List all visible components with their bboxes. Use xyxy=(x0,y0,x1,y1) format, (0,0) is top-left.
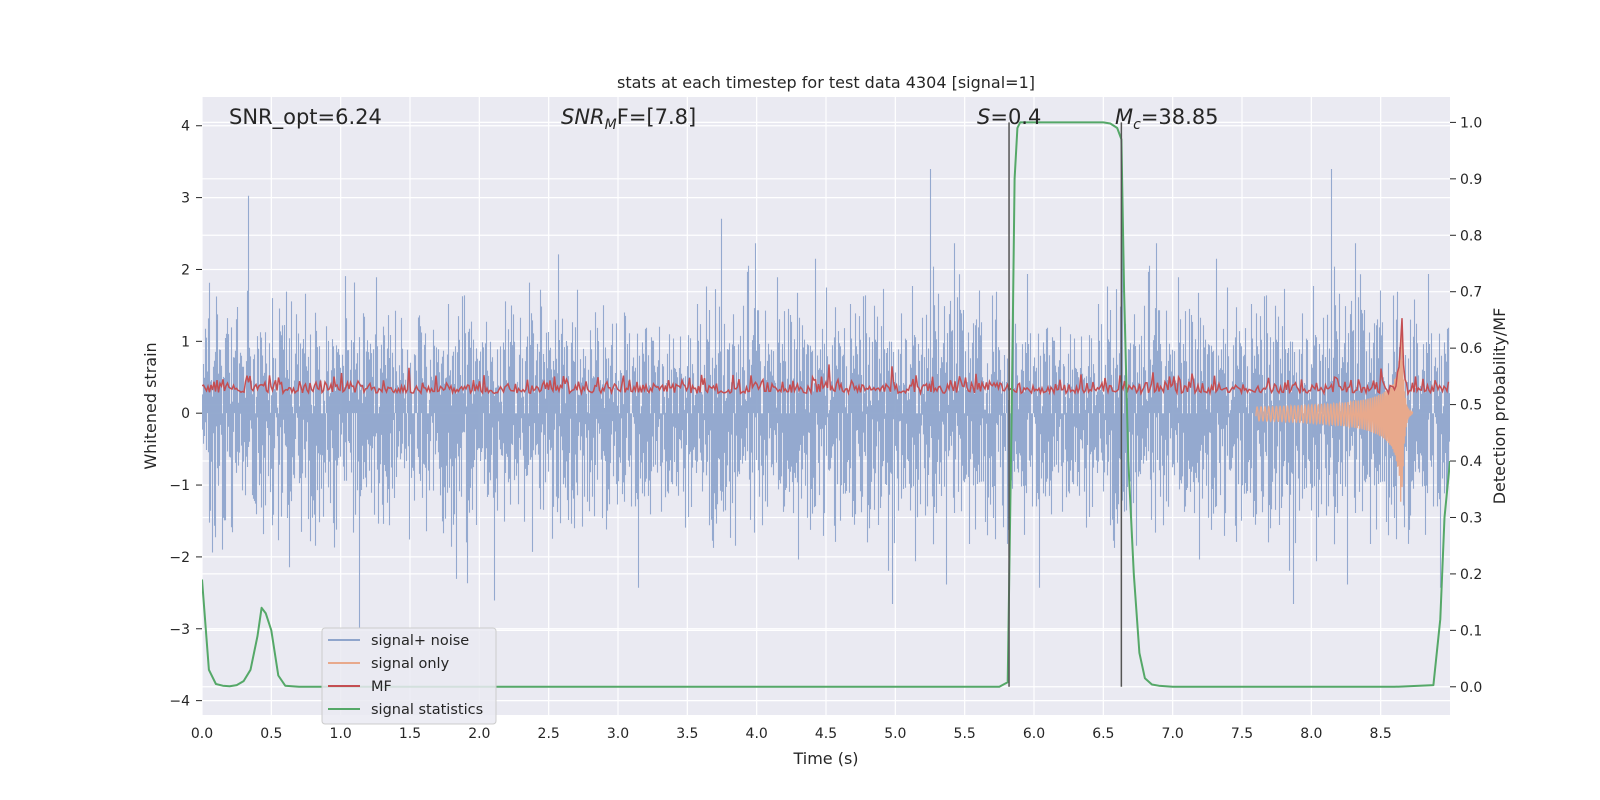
legend-label-signal-only: signal only xyxy=(371,656,450,672)
y-tick-label: 1 xyxy=(181,334,190,350)
x-tick-label: 4.0 xyxy=(746,726,768,742)
annotation-snr-mf: SNRMF=[7.8] xyxy=(561,105,696,133)
chart-title: stats at each timestep for test data 430… xyxy=(617,73,1035,92)
x-tick-label: 3.0 xyxy=(607,726,629,742)
x-tick-label: 5.5 xyxy=(954,726,976,742)
x-tick-label: 6.0 xyxy=(1023,726,1045,742)
y-tick-label: 0 xyxy=(181,406,190,422)
y-tick-label: 2 xyxy=(181,262,190,278)
legend-label-mf: MF xyxy=(371,679,392,695)
x-tick-label: 7.0 xyxy=(1162,726,1184,742)
y2-tick-label: 0.1 xyxy=(1460,623,1482,639)
annotation-mc: Mc=38.85 xyxy=(1115,105,1219,133)
y-tick-label: −4 xyxy=(169,694,190,710)
series-layer xyxy=(202,121,1450,688)
series-signal-only xyxy=(1255,329,1414,502)
y2-tick-label: 0.7 xyxy=(1460,285,1482,301)
y-tick-label: −3 xyxy=(169,622,190,638)
x-tick-label: 1.5 xyxy=(399,726,421,742)
y-tick-label: 4 xyxy=(181,119,190,135)
x-tick-label: 8.0 xyxy=(1300,726,1322,742)
y-axis-label: Whitened strain xyxy=(141,342,160,469)
y2-tick-label: 0.0 xyxy=(1460,680,1482,696)
y2-tick-label: 1.0 xyxy=(1460,115,1482,131)
x-tick-label: 0.5 xyxy=(260,726,282,742)
y2-tick-label: 0.2 xyxy=(1460,567,1482,583)
y2-tick-label: 0.8 xyxy=(1460,228,1482,244)
x-tick-label: 3.5 xyxy=(676,726,698,742)
y2-axis-label: Detection probability/MF xyxy=(1490,308,1509,505)
x-tick-label: 2.5 xyxy=(538,726,560,742)
x-tick-label: 5.0 xyxy=(884,726,906,742)
legend-label-signal-noise: signal+ noise xyxy=(371,633,469,649)
x-tick-label: 8.5 xyxy=(1370,726,1392,742)
y-tick-label: −2 xyxy=(169,550,190,566)
y2-tick-label: 0.4 xyxy=(1460,454,1482,470)
series-signal-noise xyxy=(202,169,1450,628)
x-tick-label: 7.5 xyxy=(1231,726,1253,742)
legend-box xyxy=(321,627,497,725)
y2-tick-label: 0.5 xyxy=(1460,398,1482,414)
x-tick-label: 4.5 xyxy=(815,726,837,742)
annotation-s: S=0.4 xyxy=(977,105,1041,129)
legend: signal+ noise signal only MF signal stat… xyxy=(321,627,497,725)
x-axis-label: Time (s) xyxy=(792,749,858,768)
ticks: 0.0 0.5 1.0 1.5 2.0 2.5 3.0 3.5 4.0 4.5 5.0 5.5 6.0 6… xyxy=(169,115,1482,742)
y2-tick-label: 0.6 xyxy=(1460,341,1482,357)
y2-tick-label: 0.3 xyxy=(1460,510,1482,526)
x-tick-label: 0.0 xyxy=(191,726,213,742)
vertical-markers xyxy=(1008,122,1123,687)
series-signal-statistics xyxy=(202,121,1450,688)
y2-tick-label: 0.9 xyxy=(1460,172,1482,188)
annotation-snr-opt: SNR_opt=6.24 xyxy=(229,105,382,130)
legend-label-signal-statistics: signal statistics xyxy=(371,702,483,718)
series-mf xyxy=(202,318,1450,397)
y-tick-label: −1 xyxy=(169,478,190,494)
x-tick-label: 6.5 xyxy=(1092,726,1114,742)
y-tick-label: 3 xyxy=(181,191,190,207)
x-tick-label: 2.0 xyxy=(468,726,490,742)
x-tick-label: 1.0 xyxy=(330,726,352,742)
